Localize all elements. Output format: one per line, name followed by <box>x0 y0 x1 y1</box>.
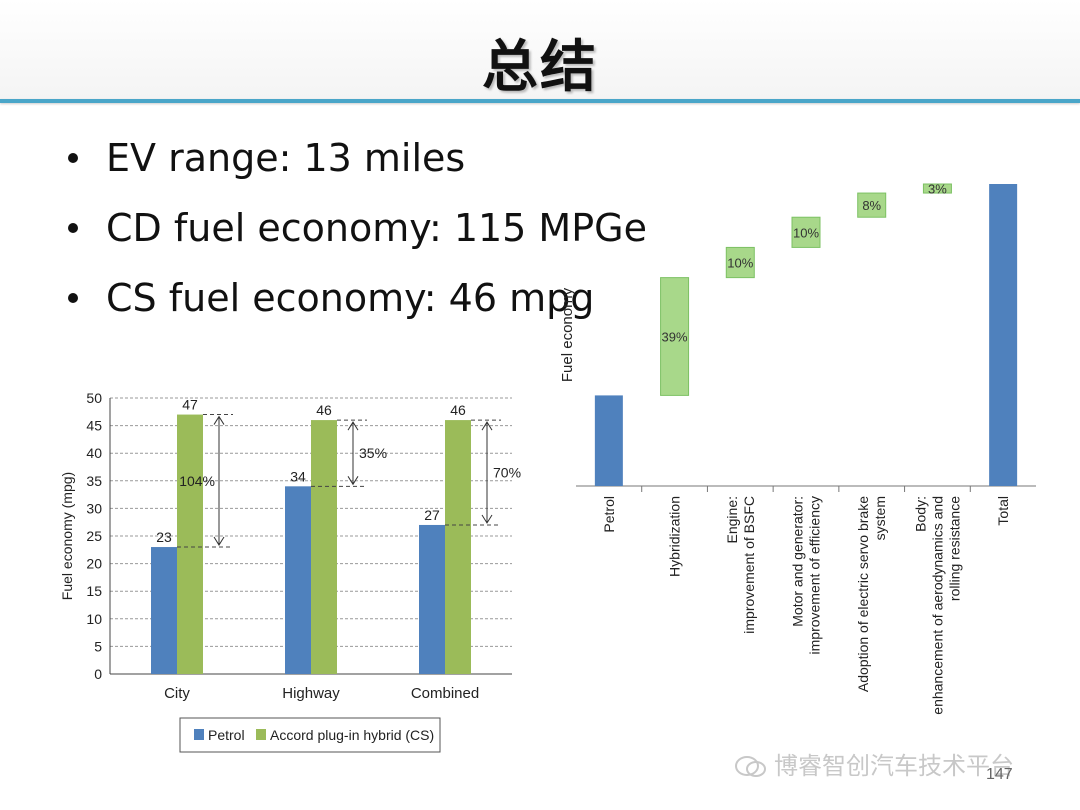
x-tick-label: Motor and generator: <box>790 496 806 627</box>
waterfall-bar <box>594 395 623 486</box>
x-tick-label: Combined <box>411 685 479 702</box>
bullet-text: EV range: 13 miles <box>106 136 466 180</box>
data-label-petrol: 34 <box>290 468 306 484</box>
bullet-dot-icon <box>68 223 78 233</box>
waterfall-value-label: 10% <box>727 256 753 271</box>
bullet-item: CS fuel economy: 46 mpg <box>62 272 647 342</box>
arrow-head-icon <box>347 476 359 486</box>
x-tick-label: Hybridization <box>667 496 683 577</box>
waterfall-bar <box>922 183 952 194</box>
bar-petrol <box>285 486 311 674</box>
x-tick-label: rolling resistance <box>946 496 962 601</box>
slide-title: 总结 <box>482 35 598 100</box>
y-tick-label: 30 <box>86 500 102 516</box>
x-tick-label: Engine: <box>724 496 740 543</box>
y-tick-label: 20 <box>86 556 102 572</box>
waterfall-value-label: 39% <box>662 330 688 345</box>
x-tick-label: improvement of efficiency <box>807 496 823 654</box>
waterfall-bar <box>660 277 690 396</box>
waterfall-value-label: 10% <box>793 225 819 240</box>
arrow-head-icon <box>213 415 225 425</box>
bullet-text: CD fuel economy: 115 MPGe <box>106 206 647 250</box>
arrow-head-icon <box>481 514 493 524</box>
bullet-item: CD fuel economy: 115 MPGe <box>62 202 647 272</box>
data-label-hybrid: 47 <box>182 397 198 413</box>
y-tick-label: 5 <box>94 638 102 654</box>
x-tick-label: improvement of BSFC <box>741 496 757 634</box>
bullet-dot-icon <box>68 153 78 163</box>
y-axis-title: Fuel economy (mpg) <box>59 472 75 600</box>
watermark-text: 博睿智创汽车技术平台 <box>774 752 1014 780</box>
title-band <box>0 0 1080 100</box>
y-tick-label: 45 <box>86 418 102 434</box>
bullet-item: EV range: 13 miles <box>62 132 647 202</box>
y-tick-label: 0 <box>94 666 102 682</box>
increase-annotation: 70% <box>493 465 521 481</box>
bullet-dot-icon <box>68 293 78 303</box>
y-tick-label: 10 <box>86 611 102 627</box>
waterfall-bar <box>857 192 887 218</box>
wechat-icon <box>735 756 766 777</box>
data-label-hybrid: 46 <box>316 402 332 418</box>
data-label-petrol: 27 <box>424 507 440 523</box>
y-axis-title: Fuel economy <box>559 287 576 382</box>
bar-hybrid <box>177 414 203 674</box>
bar-hybrid <box>445 420 471 674</box>
increase-annotation: 35% <box>359 445 387 461</box>
arrow-head-icon <box>347 421 359 431</box>
waterfall-value-label: 3% <box>928 182 947 197</box>
x-tick-label: enhancement of aerodynamics and <box>929 496 945 715</box>
arrow-head-icon <box>481 421 493 431</box>
page-number: 147 <box>986 766 1013 783</box>
x-tick-label: Petrol <box>601 496 617 533</box>
y-tick-label: 15 <box>86 583 102 599</box>
bullet-text: CS fuel economy: 46 mpg <box>106 276 595 320</box>
x-tick-label: system <box>872 496 888 540</box>
waterfall-bar <box>989 184 1018 486</box>
bar-hybrid <box>311 420 337 674</box>
data-label-petrol: 23 <box>156 529 172 545</box>
y-tick-label: 40 <box>86 445 102 461</box>
arrow-head-icon <box>213 536 225 546</box>
bar-petrol <box>151 547 177 674</box>
x-tick-label: Total <box>995 496 1011 526</box>
y-tick-label: 25 <box>86 528 102 544</box>
x-tick-label: Highway <box>282 685 340 702</box>
increase-annotation: 104% <box>179 473 215 489</box>
x-tick-label: Adoption of electric servo brake <box>855 496 871 692</box>
legend-label-hybrid: Accord plug-in hybrid (CS) <box>270 727 434 743</box>
y-tick-label: 50 <box>86 390 102 406</box>
x-tick-label: City <box>164 685 190 702</box>
watermark: 博睿智创汽车技术平台 <box>734 746 1014 781</box>
waterfall-bar <box>725 246 755 279</box>
y-tick-label: 35 <box>86 473 102 489</box>
waterfall-value-label: 8% <box>862 198 881 213</box>
data-label-hybrid: 46 <box>450 402 466 418</box>
bar-petrol <box>419 524 445 674</box>
legend-swatch-petrol <box>194 729 204 740</box>
bullet-list: EV range: 13 miles CD fuel economy: 115 … <box>62 132 647 342</box>
waterfall-bar <box>791 216 821 248</box>
legend-swatch-hybrid <box>256 729 266 740</box>
x-tick-label: Body: <box>912 496 928 532</box>
legend-label-petrol: Petrol <box>208 727 245 743</box>
title-rule <box>0 99 1080 103</box>
legend-box <box>179 717 441 753</box>
